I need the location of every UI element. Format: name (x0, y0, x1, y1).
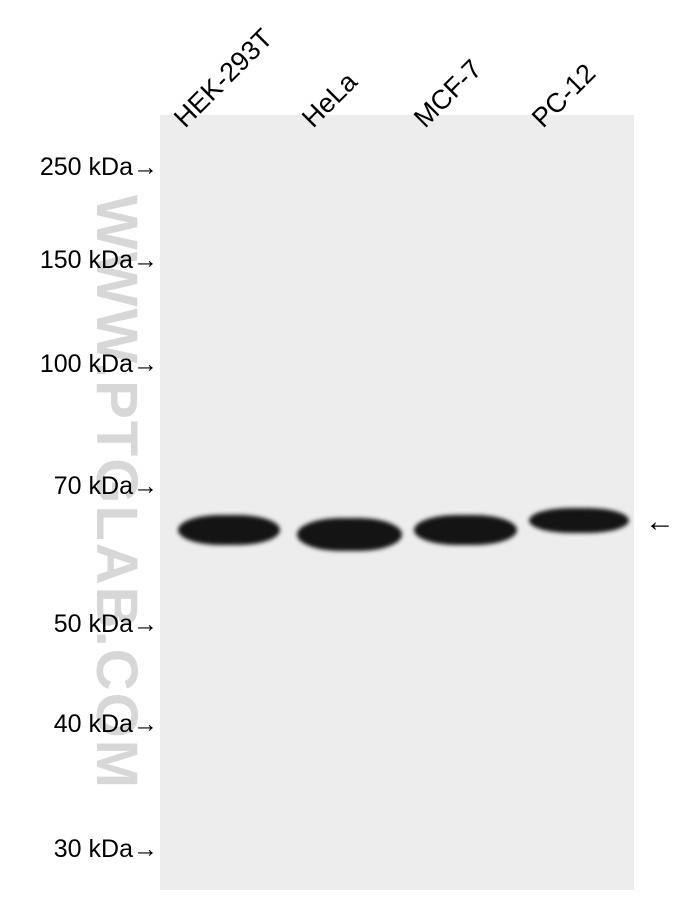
blot-band (529, 508, 629, 533)
mw-marker-label: 40 kDa→ (54, 710, 158, 739)
band-arrow-icon: ← (645, 505, 675, 539)
mw-marker-label: 70 kDa→ (54, 472, 158, 501)
mw-marker-label: 30 kDa→ (54, 835, 158, 864)
mw-marker-label: 150 kDa→ (40, 246, 158, 275)
blot-band (414, 515, 517, 545)
blot-band (178, 515, 280, 545)
mw-marker-label: 250 kDa→ (40, 153, 158, 182)
blot-band (297, 518, 402, 551)
mw-marker-label: 100 kDa→ (40, 350, 158, 379)
western-blot-figure: WWW.PTGLAB.COM HEK-293T HeLa MCF-7 PC-12… (0, 0, 690, 903)
blot-membrane (160, 115, 634, 890)
mw-marker-label: 50 kDa→ (54, 610, 158, 639)
